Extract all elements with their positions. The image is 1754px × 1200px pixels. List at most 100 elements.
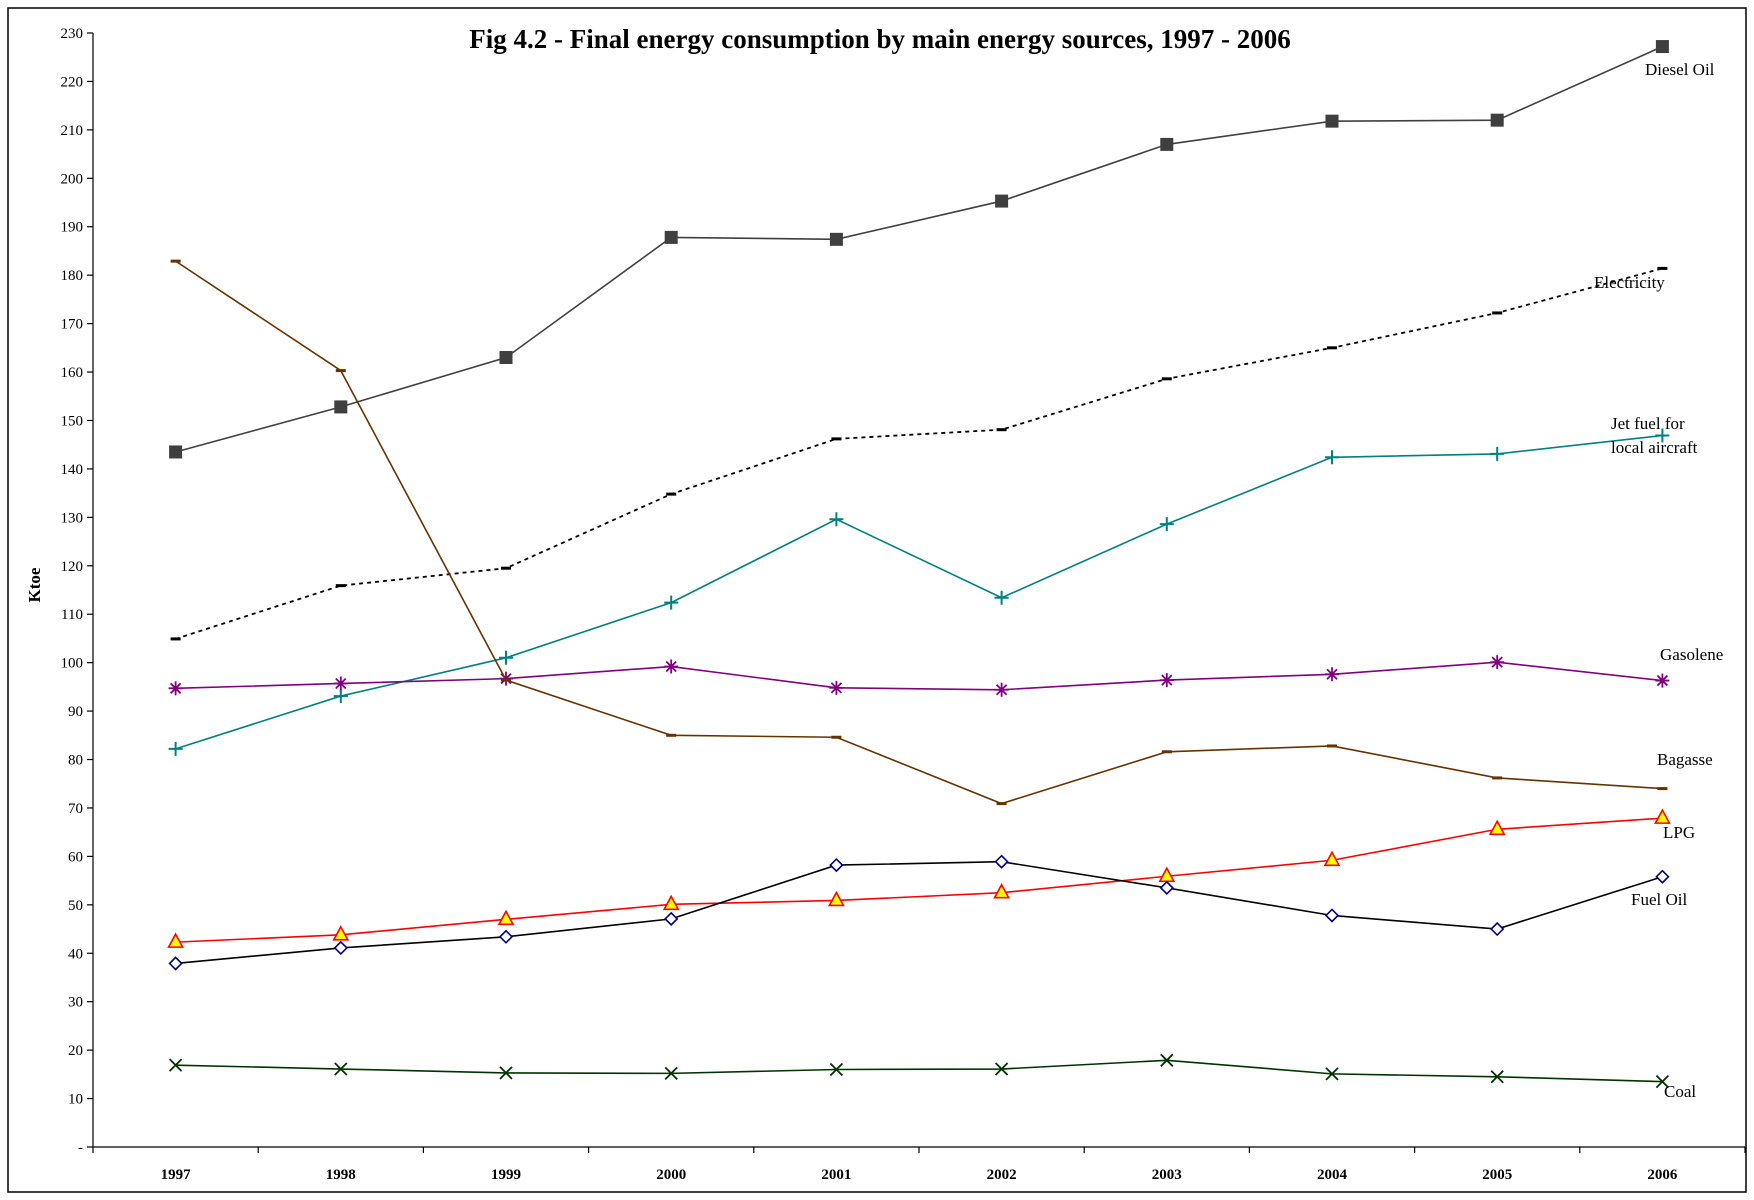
data-point <box>1490 1070 1504 1084</box>
series-line <box>175 434 1663 750</box>
series-layer <box>167 40 1671 1089</box>
data-point <box>1325 1067 1339 1081</box>
series-line <box>175 661 1663 691</box>
y-tick-label: 70 <box>68 801 83 817</box>
chart-frame <box>7 7 1747 1193</box>
data-point <box>1655 1074 1670 1089</box>
series-label-electricity: Electricity <box>1594 273 1665 292</box>
series-coal <box>168 1053 1670 1089</box>
data-point <box>994 682 1009 697</box>
data-point <box>1655 428 1670 443</box>
data-point <box>1159 880 1174 896</box>
data-point <box>1159 517 1174 532</box>
data-point <box>829 232 843 246</box>
y-tick-label: 40 <box>68 946 83 962</box>
data-point <box>664 659 679 674</box>
series-line <box>175 860 1663 965</box>
data-point <box>994 854 1009 869</box>
y-tick-label: 20 <box>68 1043 83 1059</box>
y-tick-label: 200 <box>61 171 84 187</box>
data-point <box>664 230 678 244</box>
data-point <box>1324 908 1340 923</box>
series-label-coal: Coal <box>1664 1082 1696 1101</box>
data-point <box>664 911 679 927</box>
data-point <box>664 595 679 610</box>
data-point <box>334 1062 348 1076</box>
data-point <box>168 1058 183 1072</box>
data-point <box>499 351 513 365</box>
data-point <box>1159 673 1174 688</box>
data-point <box>1323 850 1341 867</box>
data-point <box>1490 655 1505 670</box>
data-point <box>499 650 513 665</box>
data-point <box>1490 113 1504 127</box>
data-point <box>1655 869 1670 884</box>
y-tick-label: - <box>78 1140 83 1156</box>
data-point <box>829 512 844 527</box>
data-point <box>829 1062 844 1077</box>
y-tick-label: 10 <box>68 1092 83 1108</box>
data-point <box>994 590 1009 605</box>
data-point <box>497 909 515 926</box>
data-point <box>169 445 183 459</box>
y-tick-label: 210 <box>61 123 84 139</box>
series-label-bagasse: Bagasse <box>1657 750 1713 769</box>
series-line <box>175 1059 1663 1083</box>
series-label-line: Jet fuel for <box>1611 414 1685 433</box>
series-electricity <box>170 266 1668 641</box>
series-line <box>175 260 1663 805</box>
series-label-line: Gasolene <box>1660 645 1723 664</box>
data-point <box>333 676 348 691</box>
data-point <box>334 400 348 414</box>
y-tick-label: 230 <box>61 26 84 42</box>
x-tick-label: 1997 <box>161 1167 192 1183</box>
series-jet-fuel-for-local-aircraft <box>168 428 1670 756</box>
y-tick-label: 180 <box>61 268 84 284</box>
series-label-line: Bagasse <box>1657 750 1713 769</box>
y-axis-label: Ktoe <box>25 567 44 602</box>
series-lpg <box>167 808 1671 948</box>
y-tick-label: 100 <box>61 656 84 672</box>
data-point <box>1655 673 1670 688</box>
y-tick-label: 140 <box>61 462 84 478</box>
y-tick-label: 190 <box>61 220 84 236</box>
data-point <box>662 894 680 911</box>
data-point <box>1488 819 1506 836</box>
data-point <box>1160 137 1174 151</box>
series-diesel-oil <box>169 40 1669 459</box>
data-point <box>167 932 184 948</box>
x-tick-label: 2003 <box>1152 1167 1182 1183</box>
data-point <box>1325 450 1339 465</box>
series-label-fuel-oil: Fuel Oil <box>1631 890 1687 909</box>
x-tick-label: 2002 <box>987 1167 1017 1183</box>
x-tick-label: 1999 <box>491 1167 521 1183</box>
series-fuel-oil <box>168 854 1670 971</box>
y-tick-label: 120 <box>61 559 84 575</box>
y-axis: - 10 20 30 40 50 60 70 80 90 100 110 120 130 140 150 160… <box>61 26 94 1156</box>
data-point <box>168 741 183 756</box>
data-point <box>168 956 183 971</box>
y-tick-label: 60 <box>68 849 83 865</box>
data-point <box>1325 114 1339 128</box>
data-point <box>995 194 1009 208</box>
data-point <box>664 1066 678 1081</box>
x-axis: 1997 1998 1999 2000 2001 2002 2003 2004 2005 2006 <box>92 1146 1746 1183</box>
x-tick-label: 2005 <box>1482 1167 1512 1183</box>
data-point <box>498 929 514 944</box>
series-label-line: Fuel Oil <box>1631 890 1687 909</box>
series-line <box>175 267 1663 640</box>
series-line <box>175 817 1663 943</box>
series-label-gasolene: Gasolene <box>1660 645 1723 664</box>
data-point <box>332 925 350 941</box>
data-point <box>829 857 844 873</box>
data-point <box>1160 1053 1174 1067</box>
series-label-line: local aircraft <box>1611 438 1698 457</box>
data-point <box>994 1062 1009 1076</box>
data-point <box>333 940 348 956</box>
series-line <box>175 45 1663 453</box>
x-tick-label: 2004 <box>1317 1167 1348 1183</box>
series-label-line: LPG <box>1663 823 1695 842</box>
chart-title: Fig 4.2 - Final energy consumption by ma… <box>469 24 1290 54</box>
series-label-diesel-oil: Diesel Oil <box>1645 60 1715 79</box>
series-labels: Diesel Oil Electricity Jet fuel for local a… <box>1594 60 1723 1101</box>
